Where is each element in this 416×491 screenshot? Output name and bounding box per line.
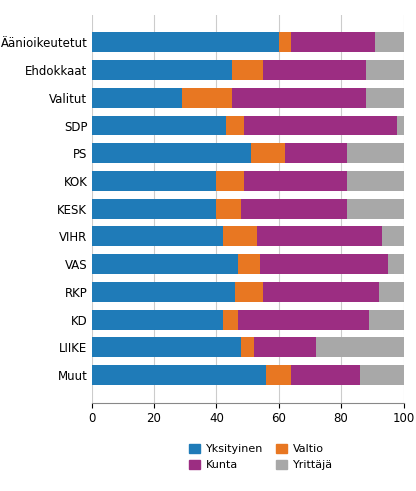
Bar xyxy=(245,171,347,191)
Bar xyxy=(92,254,238,274)
Bar xyxy=(263,282,379,302)
Bar xyxy=(232,60,263,80)
Bar xyxy=(92,365,266,385)
Bar xyxy=(250,143,285,163)
Bar xyxy=(376,32,404,53)
Bar xyxy=(92,199,216,218)
Bar xyxy=(279,32,291,53)
Bar xyxy=(92,171,216,191)
Bar xyxy=(347,171,404,191)
Bar xyxy=(260,254,388,274)
Bar xyxy=(263,60,366,80)
Bar xyxy=(182,88,232,108)
Bar xyxy=(266,365,291,385)
Bar xyxy=(241,337,254,357)
Bar xyxy=(216,171,245,191)
Bar xyxy=(366,60,404,80)
Bar xyxy=(232,88,366,108)
Bar xyxy=(92,32,279,53)
Bar xyxy=(347,143,404,163)
Bar xyxy=(366,88,404,108)
Bar xyxy=(382,226,404,246)
Bar xyxy=(285,143,347,163)
Bar xyxy=(92,226,223,246)
Bar xyxy=(92,143,250,163)
Bar xyxy=(235,282,263,302)
Bar xyxy=(238,310,369,329)
Bar xyxy=(92,88,182,108)
Bar xyxy=(369,310,404,329)
Bar xyxy=(92,337,241,357)
Bar xyxy=(379,282,404,302)
Bar xyxy=(226,115,245,136)
Legend: Yksityinen, Kunta, Valtio, Yrittäjä: Yksityinen, Kunta, Valtio, Yrittäjä xyxy=(184,439,337,474)
Bar xyxy=(241,199,347,218)
Bar xyxy=(347,199,404,218)
Bar xyxy=(254,337,316,357)
Bar xyxy=(223,226,257,246)
Bar xyxy=(223,310,238,329)
Bar xyxy=(316,337,404,357)
Bar xyxy=(92,310,223,329)
Bar xyxy=(245,115,397,136)
Bar xyxy=(291,32,376,53)
Bar xyxy=(216,199,241,218)
Bar xyxy=(92,115,226,136)
Bar xyxy=(360,365,404,385)
Bar xyxy=(397,115,404,136)
Bar xyxy=(257,226,382,246)
Bar xyxy=(291,365,360,385)
Bar xyxy=(92,60,232,80)
Bar xyxy=(238,254,260,274)
Bar xyxy=(92,282,235,302)
Bar xyxy=(388,254,404,274)
